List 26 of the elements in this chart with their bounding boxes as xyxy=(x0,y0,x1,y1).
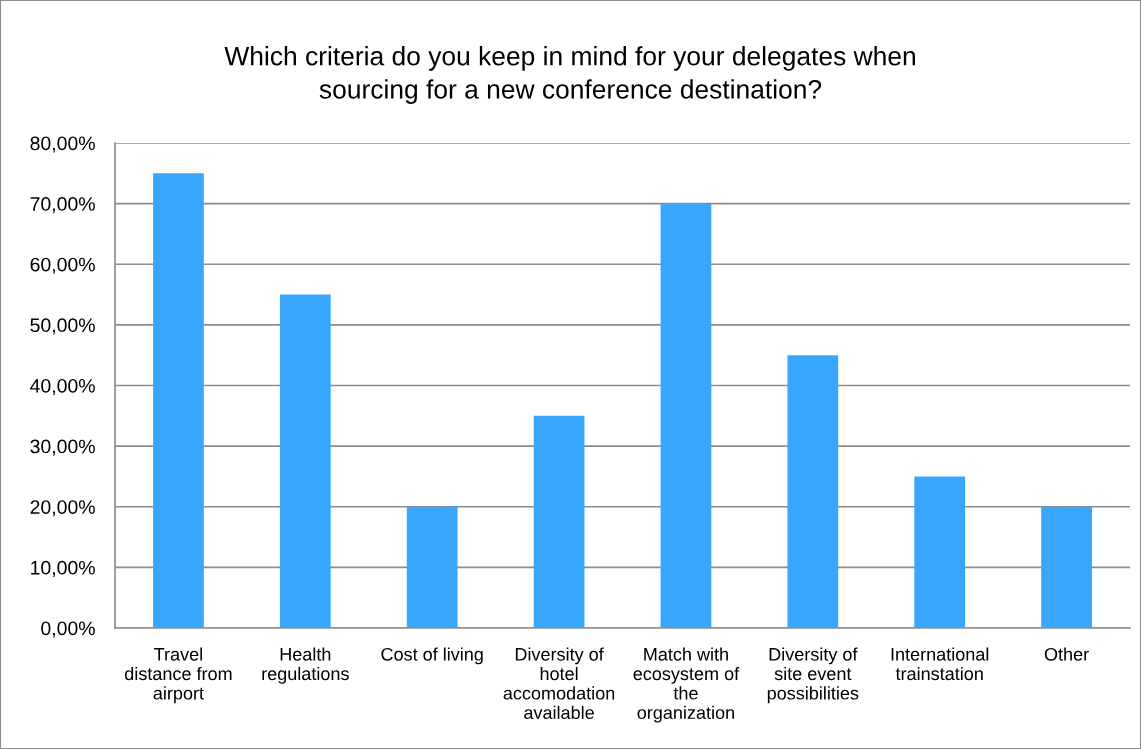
x-tick-label: Diversity of hotel accomodation available xyxy=(503,647,615,720)
x-tick-label: Match with ecosystem of the organization xyxy=(633,647,740,723)
x-tick-label: International trainstation xyxy=(891,647,989,681)
y-tick-label: 80,00% xyxy=(30,136,95,153)
y-tick-label: 60,00% xyxy=(30,257,95,274)
x-tick-label: Travel distance from airport xyxy=(125,647,232,704)
chart-title: Which criteria do you keep in mind for your delegates when sourcing for a new conference destination? xyxy=(224,46,915,104)
bar xyxy=(533,415,585,628)
y-tick-label: 30,00% xyxy=(30,439,95,456)
bar xyxy=(279,294,331,628)
y-tick-label: 50,00% xyxy=(30,318,95,335)
y-tick-label: 10,00% xyxy=(31,560,95,577)
x-tick-label: Diversity of site event possibilities xyxy=(767,647,859,704)
x-tick-label: Other xyxy=(1044,647,1089,661)
y-tick-label: 20,00% xyxy=(30,500,95,517)
y-tick-label: 40,00% xyxy=(30,378,95,396)
bar xyxy=(153,173,204,628)
bar xyxy=(406,506,458,628)
y-tick-label: 0,00% xyxy=(41,621,95,638)
x-tick-label: Cost of living xyxy=(381,647,483,665)
bar xyxy=(660,203,712,628)
x-tick-label: Health regulations xyxy=(262,647,349,684)
bar xyxy=(1041,506,1092,628)
bar xyxy=(914,476,966,628)
y-tick-label: 70,00% xyxy=(30,197,95,214)
bar xyxy=(787,355,839,628)
